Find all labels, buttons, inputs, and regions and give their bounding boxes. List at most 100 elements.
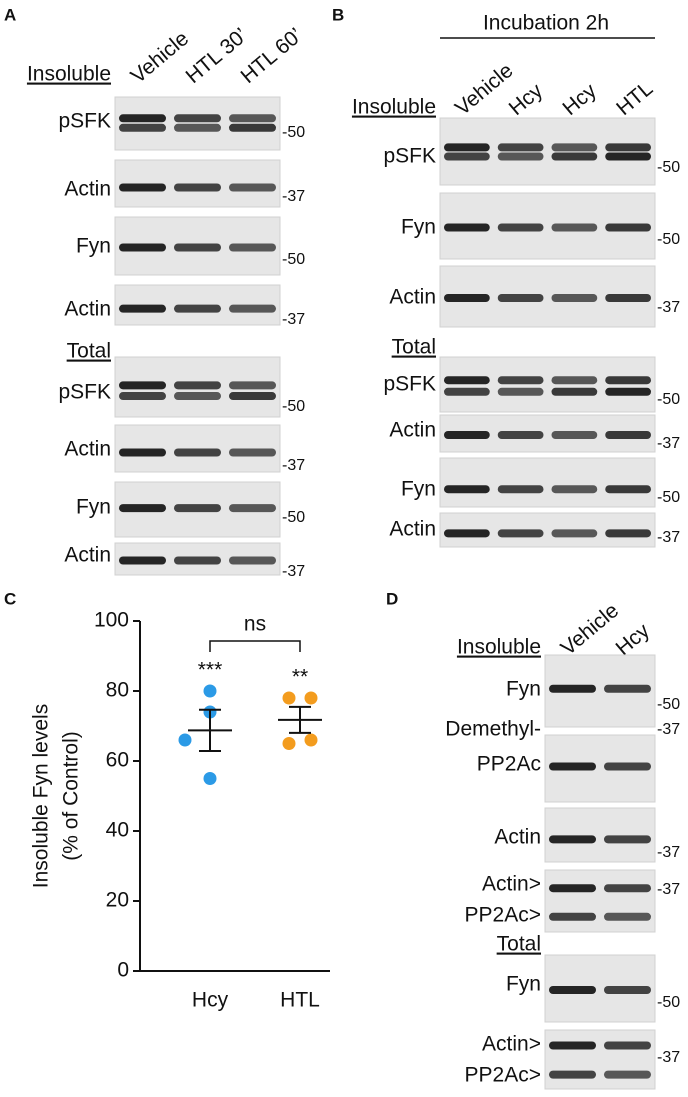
band (174, 556, 221, 565)
mw-marker: -50 (657, 391, 680, 408)
x-tick-label: Hcy (192, 989, 229, 1012)
band (229, 123, 276, 132)
blot-label: Actin (64, 438, 111, 461)
band (174, 448, 221, 457)
band (119, 448, 166, 457)
blot-label: Actin (389, 518, 436, 541)
band (605, 143, 651, 152)
band (229, 448, 276, 457)
panel-label: C (4, 589, 16, 608)
panel-label: A (4, 5, 16, 24)
band (174, 114, 221, 123)
band (497, 387, 544, 396)
band (119, 504, 166, 513)
band (551, 223, 598, 232)
band (549, 684, 596, 693)
band (605, 223, 651, 232)
significance: ** (292, 666, 308, 689)
blot-label: Actin (64, 178, 111, 201)
band (549, 762, 596, 771)
band (229, 392, 276, 401)
blot-label: pSFK (383, 145, 436, 168)
blot-label: PP2Ac (477, 753, 541, 776)
blot-label: pSFK (58, 110, 111, 133)
blot-label: Demethyl- (445, 718, 541, 741)
band (549, 835, 596, 844)
y-tick-label: 20 (106, 889, 129, 912)
section-heading: Insoluble (352, 96, 436, 119)
x-tick-label: HTL (280, 989, 320, 1012)
band (605, 387, 651, 396)
band (444, 143, 490, 152)
band (497, 431, 544, 439)
band (444, 431, 490, 439)
blot-label: pSFK (383, 373, 436, 396)
mw-marker: -50 (657, 489, 680, 506)
band (444, 387, 490, 396)
band (549, 1041, 596, 1050)
blot (439, 356, 656, 413)
band (551, 485, 598, 494)
mw-marker: -50 (657, 159, 680, 176)
mw-marker: -37 (657, 1049, 680, 1066)
blot (544, 869, 656, 933)
band (444, 294, 490, 302)
band (444, 376, 490, 385)
mw-marker: -37 (282, 188, 305, 205)
band (119, 556, 166, 565)
band (444, 223, 490, 232)
band (497, 529, 544, 538)
point (178, 733, 192, 747)
band (605, 152, 651, 161)
mw-marker: -37 (657, 299, 680, 316)
band (119, 243, 166, 252)
blot-label: pSFK (58, 381, 111, 404)
point (203, 772, 217, 785)
blot (544, 807, 656, 863)
y-axis-label: Insoluble Fyn levels (30, 704, 53, 888)
band (444, 152, 490, 161)
mw-marker: -37 (282, 311, 305, 328)
mw-marker: -37 (657, 844, 680, 861)
band (549, 1070, 596, 1079)
band (119, 392, 166, 401)
band (549, 912, 596, 921)
band (497, 376, 544, 385)
blot (544, 1029, 656, 1090)
mw-marker: -37 (282, 457, 305, 474)
band (229, 183, 276, 192)
y-tick-label: 60 (106, 749, 129, 772)
comparison-bracket (209, 640, 301, 652)
blot (439, 117, 656, 186)
band (605, 431, 651, 439)
point (282, 691, 296, 705)
band (497, 294, 544, 302)
panel-label: B (332, 5, 344, 24)
band (497, 152, 544, 161)
blot-label: Actin (494, 826, 541, 849)
band (174, 304, 221, 313)
band (605, 376, 651, 385)
band (174, 243, 221, 252)
blot-label: Actin (64, 298, 111, 321)
mw-marker: -37 (657, 881, 680, 898)
section-heading: Total (497, 933, 541, 956)
band (551, 294, 598, 302)
band (604, 986, 651, 994)
point (304, 733, 318, 747)
band (174, 381, 221, 390)
mw-marker: -37 (657, 529, 680, 546)
blot-label: Actin (64, 544, 111, 567)
mw-marker: -37 (282, 563, 305, 580)
band (497, 485, 544, 494)
band (604, 1041, 651, 1050)
panel-label: D (386, 589, 398, 608)
blot-label: Fyn (506, 973, 541, 996)
band (119, 381, 166, 390)
y-axis-label: (% of Control) (60, 731, 83, 861)
band (119, 304, 166, 313)
band (549, 986, 596, 994)
blot (439, 457, 656, 508)
band (229, 504, 276, 513)
band (604, 762, 651, 771)
